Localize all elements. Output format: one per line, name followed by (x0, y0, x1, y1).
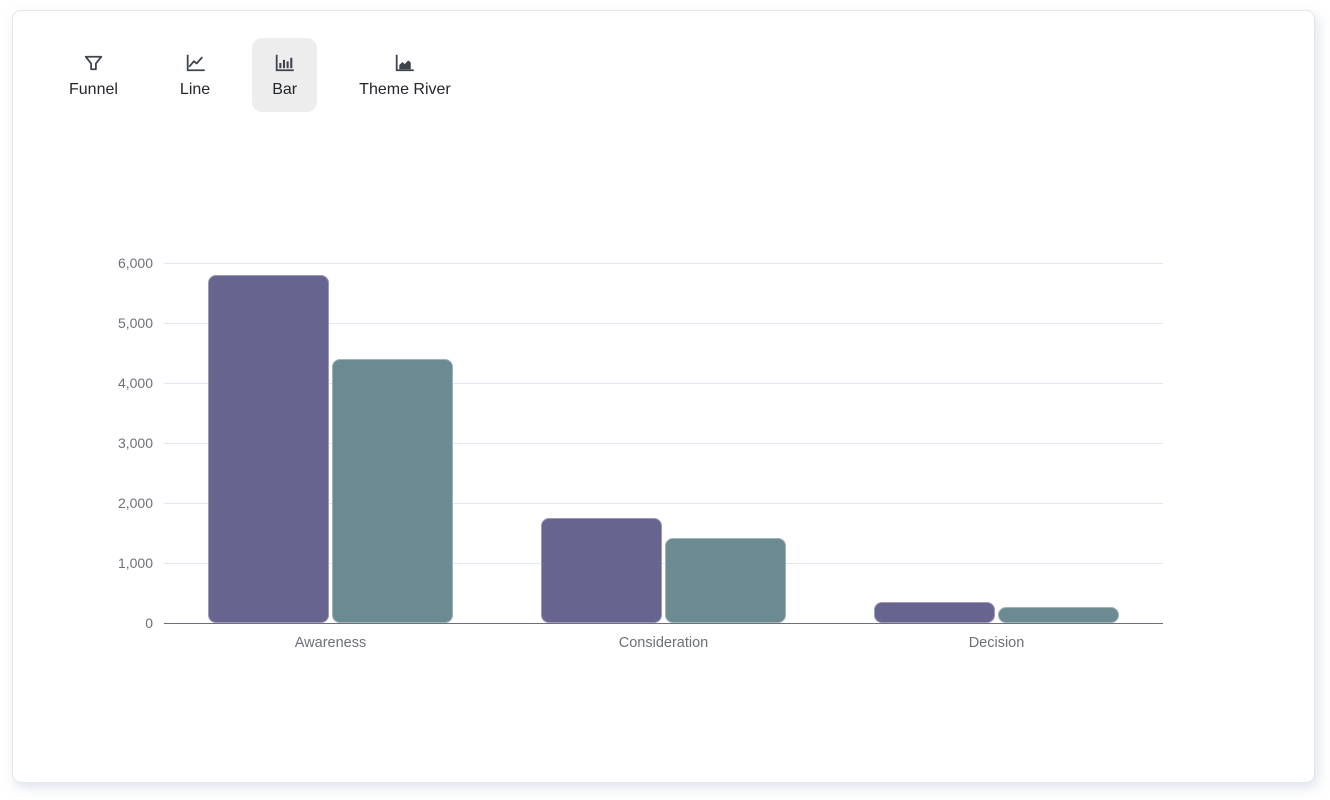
bar-series-2-consideration[interactable] (665, 537, 786, 623)
tab-funnel-label: Funnel (69, 81, 118, 98)
gridline (164, 262, 1163, 264)
y-tick-label: 0 (145, 615, 153, 631)
bar-chart-icon (272, 50, 297, 76)
bar-series-1-awareness[interactable] (208, 275, 329, 623)
bar-series-1-consideration[interactable] (541, 518, 662, 623)
y-tick-label: 6,000 (117, 255, 153, 271)
chart-type-tabbar: Funnel Line Bar (49, 38, 471, 112)
gridline (164, 442, 1163, 444)
bar-series-2-awareness[interactable] (332, 359, 453, 623)
y-tick-label: 5,000 (117, 315, 153, 331)
line-chart-icon (183, 50, 208, 76)
gridline (164, 502, 1163, 504)
tab-line[interactable]: Line (160, 38, 230, 112)
tab-line-label: Line (179, 81, 211, 98)
x-category-label: Decision (968, 635, 1025, 651)
tab-bar-label: Bar (272, 81, 298, 98)
gridline (164, 562, 1163, 564)
funnel-icon (81, 50, 106, 76)
tab-bar[interactable]: Bar (252, 38, 318, 112)
theme-river-icon (392, 50, 417, 76)
tab-funnel[interactable]: Funnel (49, 38, 138, 112)
x-axis-line (164, 622, 1163, 624)
chart-card: Funnel Line Bar (12, 10, 1315, 783)
plot-area (164, 262, 1163, 624)
tab-theme-river[interactable]: Theme River (339, 38, 471, 112)
gridline (164, 382, 1163, 384)
bar-series-2-decision[interactable] (998, 607, 1119, 623)
bar-series-1-decision[interactable] (874, 602, 995, 623)
y-tick-label: 3,000 (117, 435, 153, 451)
tab-theme-river-label: Theme River (359, 81, 451, 98)
y-tick-label: 2,000 (117, 495, 153, 511)
x-category-label: Awareness (294, 635, 367, 651)
y-tick-label: 1,000 (117, 555, 153, 571)
gridline (164, 322, 1163, 324)
x-category-label: Consideration (618, 635, 709, 651)
y-tick-label: 4,000 (117, 375, 153, 391)
bar-chart: 0 1,000 2,000 3,000 4,000 5,000 6,000 Awarenes… (13, 11, 1314, 782)
